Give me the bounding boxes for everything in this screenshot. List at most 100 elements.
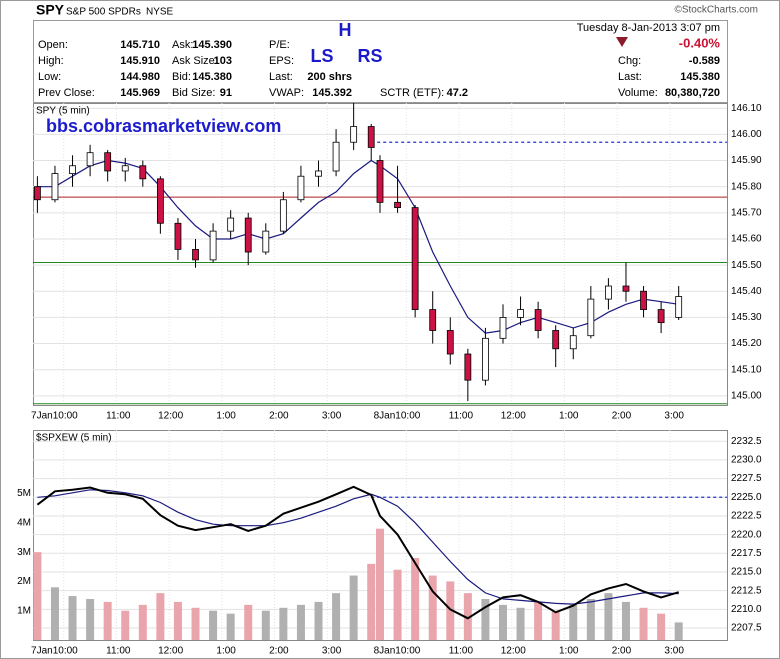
candle-body — [482, 337, 489, 381]
candle-body — [315, 170, 322, 177]
candle-body — [464, 353, 472, 381]
y-tick-label: 146.00 — [731, 129, 762, 140]
field-value: 200 shrs — [307, 71, 352, 83]
x-tick-label: 12:00 — [501, 646, 526, 657]
volume-bar — [393, 569, 402, 640]
y2-tick-label: 5M — [17, 488, 31, 499]
candle-body — [429, 309, 437, 331]
price-line — [36, 485, 679, 620]
x-tick-label: 11:00 — [449, 411, 474, 422]
x-tick-label: 7Jan10:00 — [31, 411, 78, 422]
candle-body — [367, 126, 375, 148]
candle-body — [499, 317, 507, 339]
candle-body — [376, 160, 384, 203]
volume-bar — [367, 563, 376, 640]
x-tick-label: 3:00 — [664, 411, 684, 422]
field-value: 145.380 — [680, 71, 720, 83]
volume-bar — [86, 598, 95, 640]
candle-body — [192, 249, 199, 261]
field-value: 47.2 — [447, 87, 468, 99]
volume-bar — [446, 581, 455, 640]
pattern-label: LS — [310, 46, 333, 66]
volume-bar — [296, 604, 305, 640]
down-arrow — [616, 37, 628, 47]
field-label: SCTR (ETF): — [380, 87, 444, 99]
candle-body — [552, 330, 560, 350]
x-tick-label: 8Jan10:00 — [374, 646, 421, 657]
security-name: S&P 500 SPDRs — [66, 7, 141, 18]
volume-bar — [551, 610, 560, 640]
field-value: 144.980 — [120, 71, 160, 83]
candle-body — [174, 222, 182, 250]
candle-body — [675, 296, 683, 318]
pattern-label: H — [339, 20, 352, 40]
field-label: Last: — [618, 71, 642, 83]
x-tick-label: 3:00 — [664, 646, 684, 657]
field-label: Ask Size: — [172, 55, 218, 67]
x-tick-label: 1:00 — [216, 411, 236, 422]
candle-body — [262, 230, 270, 253]
candle-body — [657, 309, 665, 324]
candle-body — [33, 186, 41, 201]
field-label: Bid: — [172, 71, 191, 83]
field-label: VWAP: — [269, 87, 304, 99]
candle-body — [332, 141, 340, 172]
field-label: Low: — [38, 71, 61, 83]
x-tick-label: 11:00 — [106, 646, 131, 657]
field-value: 145.910 — [120, 55, 160, 67]
candle-body — [209, 230, 217, 261]
y-tick-label: 2220.0 — [731, 529, 762, 540]
field-label: Bid Size: — [172, 87, 215, 99]
field-value: 145.392 — [312, 87, 352, 99]
x-tick-label: 12:00 — [501, 411, 526, 422]
y-tick-label: 145.80 — [731, 181, 762, 192]
x-tick-label: 7Jan10:00 — [31, 646, 78, 657]
volume-bar — [33, 552, 42, 640]
volume-bar — [586, 598, 595, 640]
candle-body — [569, 335, 577, 350]
y2-tick-label: 4M — [17, 517, 31, 528]
annotation: bbs.cobrasmarketview.com — [46, 116, 281, 136]
field-label: Prev Close: — [38, 87, 95, 99]
pattern-label: RS — [357, 46, 382, 66]
field-label: High: — [38, 55, 64, 67]
candle-body — [297, 175, 305, 201]
field-value: 145.710 — [120, 39, 160, 51]
candle-body — [517, 309, 524, 318]
y-tick-label: 2227.5 — [731, 473, 762, 484]
datetime: Tuesday 8-Jan-2013 3:07 pm — [577, 22, 720, 34]
volume-bar — [138, 604, 147, 640]
x-tick-label: 2:00 — [612, 411, 632, 422]
x-tick-label: 11:00 — [106, 411, 131, 422]
y-tick-label: 145.40 — [731, 286, 762, 297]
volume-bar — [481, 598, 490, 640]
x-tick-label: 3:00 — [322, 411, 342, 422]
y-tick-label: 2215.0 — [731, 567, 762, 578]
field-label: Chg: — [618, 55, 641, 67]
y2-tick-label: 2M — [17, 576, 31, 587]
y-tick-label: 145.00 — [731, 390, 762, 401]
volume-bar — [463, 593, 472, 640]
candle-body — [446, 330, 454, 355]
field-value: 103 — [214, 55, 232, 67]
y-tick-label: 2225.0 — [731, 492, 762, 503]
volume-bar — [314, 601, 323, 640]
field-label: EPS: — [269, 55, 294, 67]
candle-body — [279, 199, 287, 232]
field-value: 145.969 — [120, 87, 160, 99]
y-tick-label: 145.70 — [731, 207, 762, 218]
field-value: -0.589 — [689, 55, 720, 67]
y-tick-label: 2230.0 — [731, 455, 762, 466]
y-tick-label: 2232.5 — [731, 436, 762, 447]
x-tick-label: 12:00 — [158, 411, 183, 422]
x-tick-label: 8Jan10:00 — [374, 411, 421, 422]
moving-average — [37, 489, 679, 605]
candle-body — [104, 152, 112, 172]
field-label: Ask: — [172, 39, 193, 51]
volume-bar — [569, 604, 578, 640]
candle-body — [350, 126, 358, 143]
volume-bar — [621, 601, 630, 640]
y-tick-label: 2212.5 — [731, 585, 762, 596]
y-tick-label: 145.90 — [731, 155, 762, 166]
